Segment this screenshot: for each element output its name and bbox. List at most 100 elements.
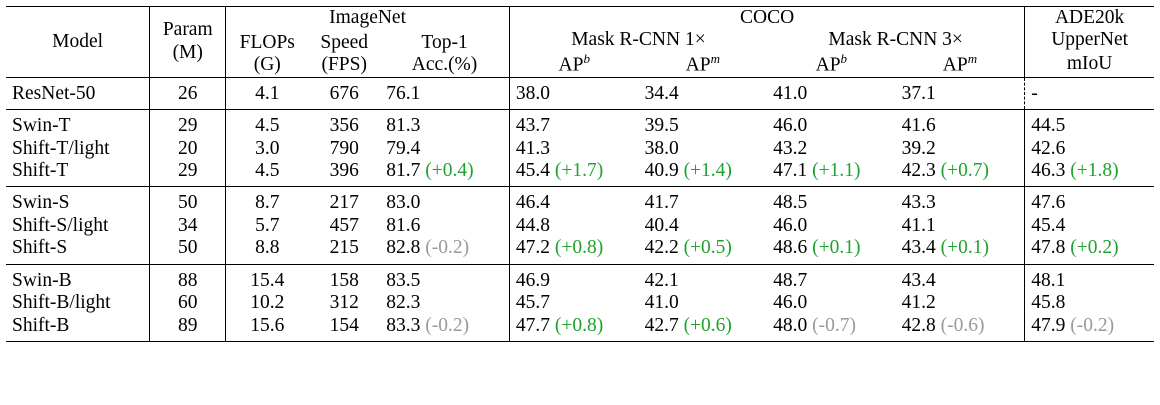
cell-value: 43.4: [901, 269, 936, 291]
cell-value: 15.4: [250, 269, 285, 291]
speed-unit: (FPS): [321, 54, 367, 76]
cell-flops: 8.8: [226, 237, 308, 264]
cell-miou: 47.8 (+0.2): [1025, 237, 1154, 264]
col-miou-header: mIoU: [1066, 53, 1113, 75]
cell-miou: 47.6: [1024, 186, 1154, 215]
ap-label: AP: [942, 54, 968, 76]
cell-b3: 46.0: [767, 215, 896, 237]
cell-value: 41.1: [901, 214, 936, 236]
header-row-1: Model Param (M) ImageNet COCO ADE20k: [6, 6, 1154, 78]
cell-value: 81.7: [386, 160, 421, 182]
cell-m3: 41.6: [895, 109, 1026, 138]
cell-value: 60: [177, 292, 198, 314]
cell-value: 44.8: [515, 214, 551, 236]
cell-value: 43.2: [773, 137, 808, 159]
cell-value: 47.8: [1031, 237, 1066, 259]
cell-b1: 38.0: [509, 76, 639, 110]
cell-delta: (+1.1): [812, 160, 861, 182]
cell-value: 47.2: [515, 237, 551, 259]
cell-m1: 41.0: [639, 292, 768, 314]
cell-value: 43.3: [901, 192, 936, 214]
cell-b3: 46.0: [767, 109, 896, 138]
cell-top1: 83.0: [380, 186, 510, 215]
cell-value: 82.8: [386, 237, 421, 259]
cell-b3: 43.2: [767, 138, 896, 160]
cell-value: 29: [177, 160, 198, 182]
cell-delta: (+1.4): [683, 160, 732, 182]
uppernet-header: UpperNet: [1051, 29, 1129, 51]
cell-value: 34.4: [644, 82, 679, 104]
col-apb-1x: APb: [509, 50, 638, 77]
cell-top1: 81.6: [380, 214, 510, 238]
cell-m1: 41.7: [638, 186, 768, 215]
cell-value: 41.2: [901, 292, 936, 314]
cell-value: 154: [329, 314, 359, 336]
cell-value: 38.0: [515, 82, 551, 104]
cell-param: 89: [149, 314, 227, 342]
cell-miou: 45.8: [1025, 292, 1154, 314]
cell-miou: 46.3 (+1.8): [1025, 160, 1154, 187]
cell-b1: 47.7 (+0.8): [509, 315, 638, 342]
cell-value: 26: [177, 82, 198, 104]
cell-m3: 43.3: [895, 186, 1026, 215]
cell-top1: 82.3: [380, 292, 510, 315]
cell-delta: (+0.7): [940, 160, 989, 182]
coco-group-header: COCO: [509, 6, 1026, 30]
cell-miou: -: [1024, 76, 1154, 110]
cell-b3: 48.6 (+0.1): [767, 237, 896, 264]
cell-m1: 40.9 (+1.4): [639, 160, 768, 187]
cell-param: 60: [149, 292, 227, 315]
cell-value: 42.7: [644, 314, 679, 336]
cell-value: 81.3: [386, 115, 421, 137]
cell-b1: 45.7: [509, 292, 638, 314]
cell-value: 8.7: [255, 192, 280, 214]
ap-sup-b: b: [583, 50, 590, 66]
cell-value: 42.6: [1031, 137, 1066, 159]
ap-sup-m: m: [710, 50, 720, 66]
cell-value: 88: [177, 269, 198, 291]
table-row: Shift-T 29 4.5 396 81.7 (+0.4) 45.4 (+1.7) 40.…: [6, 160, 1154, 187]
param-unit: (M): [172, 41, 203, 63]
cell-value: 46.4: [515, 192, 551, 214]
cell-value: 10.2: [250, 292, 285, 314]
cell-value: 48.0: [773, 314, 808, 336]
cell-flops: 4.5: [225, 109, 309, 138]
flops-label: FLOPs: [239, 31, 295, 53]
cell-speed: 396: [308, 160, 380, 187]
table-row: Shift-T/light 20 3.0 790 79.4 41.3 38.0 43.2 39.…: [6, 137, 1154, 161]
cell-value: 790: [329, 137, 359, 159]
cell-value: Shift-B/light: [12, 292, 111, 314]
header-row-2: FLOPs (G) Speed (FPS) Top-1 Acc.(%) Mask…: [6, 29, 1154, 78]
cell-value: 42.3: [901, 160, 936, 182]
cell-m1: 34.4: [638, 76, 768, 110]
cell-value: 48.7: [773, 269, 808, 291]
param-label: Param: [162, 19, 213, 41]
table-row: Shift-S/light 34 5.7 457 81.6 44.8 40.4 46.0 41.…: [6, 214, 1154, 238]
cell-top1: 81.3: [380, 109, 510, 138]
cell-b3: 41.0: [767, 76, 896, 110]
mask3x-header: Mask R-CNN 3×: [767, 29, 1026, 52]
cell-model: Swin-T: [6, 109, 151, 138]
cell-param: 88: [149, 263, 227, 293]
cell-value: 81.6: [386, 214, 421, 236]
cell-value: 215: [329, 237, 359, 259]
cell-value: 41.7: [644, 192, 679, 214]
cell-value: 4.5: [255, 160, 280, 182]
cell-value: 41.3: [515, 137, 551, 159]
cell-b1: 45.4 (+1.7): [509, 160, 638, 187]
imagenet-group-header: ImageNet: [225, 6, 510, 30]
cell-value: 39.2: [901, 137, 936, 159]
cell-speed: 158: [308, 263, 381, 293]
cell-value: 44.5: [1031, 115, 1066, 137]
cell-miou: 44.5: [1024, 109, 1154, 138]
table-row: Swin-S 50 8.7 217 83.0 46.4 41.7 48.5 43.3 47.6: [6, 186, 1154, 215]
cell-value: 42.2: [644, 237, 679, 259]
cell-model: Swin-B: [6, 263, 151, 293]
cell-m3: 43.4 (+0.1): [895, 237, 1026, 265]
ap-sup-m: m: [967, 50, 978, 66]
cell-speed: 676: [308, 76, 381, 110]
cell-value: 83.0: [386, 192, 421, 214]
col-speed-header: Speed (FPS): [308, 29, 380, 77]
cell-value: 83.5: [386, 269, 421, 291]
ap-label: AP: [815, 54, 841, 76]
